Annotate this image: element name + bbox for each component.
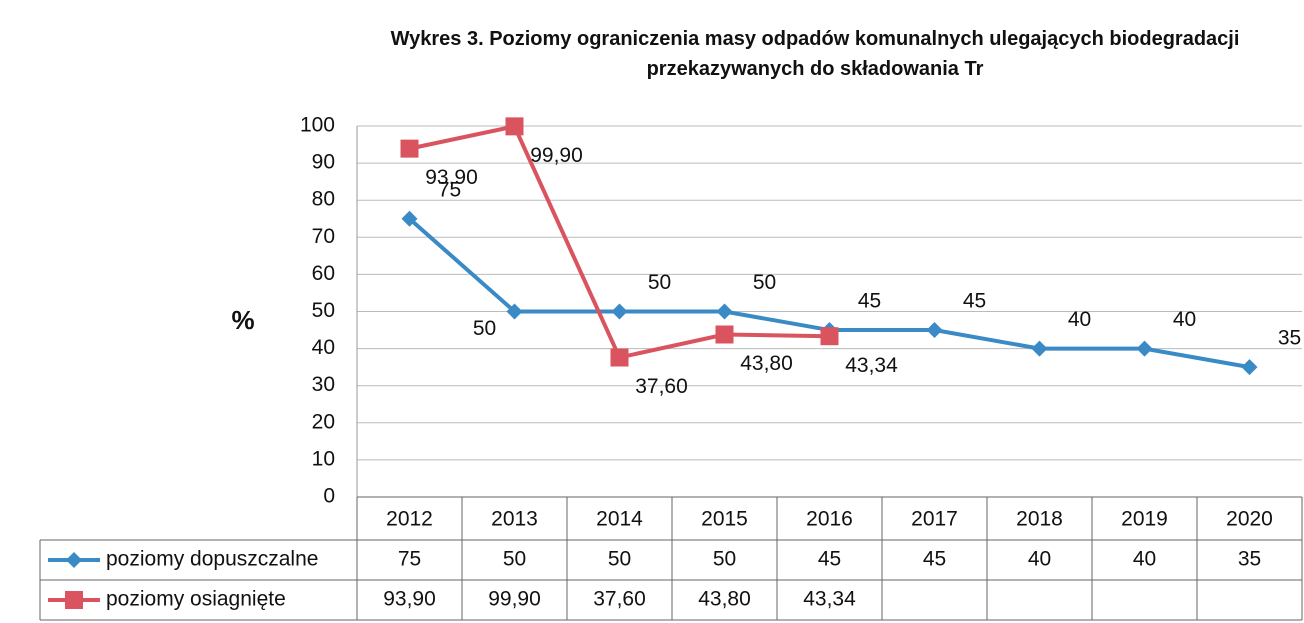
y-tick-label: 10	[312, 447, 335, 470]
y-tick-label: 30	[312, 373, 335, 396]
table-cell: 37,60	[593, 588, 646, 611]
y-tick-label: 0	[323, 485, 335, 508]
marker	[66, 552, 82, 568]
marker	[1031, 340, 1048, 357]
marker	[715, 325, 734, 344]
marker	[400, 139, 419, 158]
marker	[820, 327, 839, 346]
table-cell: 35	[1238, 548, 1261, 571]
y-tick-label: 40	[312, 336, 335, 359]
table-cell: 40	[1133, 548, 1156, 571]
x-tick-label: 2018	[1016, 508, 1063, 531]
data-label: 50	[473, 317, 496, 340]
data-label: 45	[963, 290, 986, 313]
table-cell: 45	[818, 548, 841, 571]
data-label: 99,90	[530, 144, 583, 167]
table-cell: 40	[1028, 548, 1051, 571]
y-axis-label: %	[231, 305, 254, 335]
y-tick-label: 90	[312, 151, 335, 174]
data-label: 50	[648, 271, 671, 294]
y-tick-label: 100	[300, 114, 335, 137]
x-tick-label: 2020	[1226, 508, 1273, 531]
data-label: 40	[1068, 308, 1091, 331]
x-tick-label: 2016	[806, 508, 853, 531]
table-cell: 50	[503, 548, 526, 571]
x-tick-label: 2014	[596, 508, 643, 531]
legend-label: poziomy dopuszczalne	[106, 548, 318, 571]
table-cell: 93,90	[383, 588, 436, 611]
marker	[1136, 340, 1153, 357]
marker	[716, 303, 733, 320]
table-cell: 75	[398, 548, 421, 571]
table-cell: 99,90	[488, 588, 541, 611]
table-cell: 45	[923, 548, 946, 571]
data-label: 45	[858, 290, 881, 313]
marker	[610, 348, 629, 367]
marker	[1241, 359, 1258, 376]
y-tick-label: 80	[312, 188, 335, 211]
y-tick-label: 60	[312, 262, 335, 285]
marker	[65, 591, 83, 609]
data-label: 50	[753, 271, 776, 294]
table-cell: 50	[713, 548, 736, 571]
data-label: 93,90	[425, 166, 478, 189]
x-tick-label: 2012	[386, 508, 433, 531]
x-tick-label: 2017	[911, 508, 958, 531]
x-tick-label: 2015	[701, 508, 748, 531]
table-cell: 50	[608, 548, 631, 571]
marker	[506, 303, 523, 320]
marker	[505, 117, 524, 136]
legend-label: poziomy osiagnięte	[106, 588, 286, 611]
data-label: 75	[438, 178, 461, 201]
data-label: 43,80	[740, 352, 793, 375]
marker	[401, 210, 418, 227]
data-label: 35	[1278, 327, 1301, 350]
marker	[611, 303, 628, 320]
chart-title: Wykres 3. Poziomy ograniczenia masy odpa…	[391, 28, 1240, 80]
y-tick-label: 50	[312, 299, 335, 322]
x-tick-label: 2013	[491, 508, 538, 531]
x-tick-label: 2019	[1121, 508, 1168, 531]
marker	[926, 322, 943, 339]
y-tick-label: 20	[312, 410, 335, 433]
data-label: 40	[1173, 308, 1196, 331]
y-tick-label: 70	[312, 225, 335, 248]
data-label: 43,34	[845, 354, 898, 377]
table-cell: 43,34	[803, 588, 856, 611]
data-label: 37,60	[635, 375, 688, 398]
table-cell: 43,80	[698, 588, 751, 611]
